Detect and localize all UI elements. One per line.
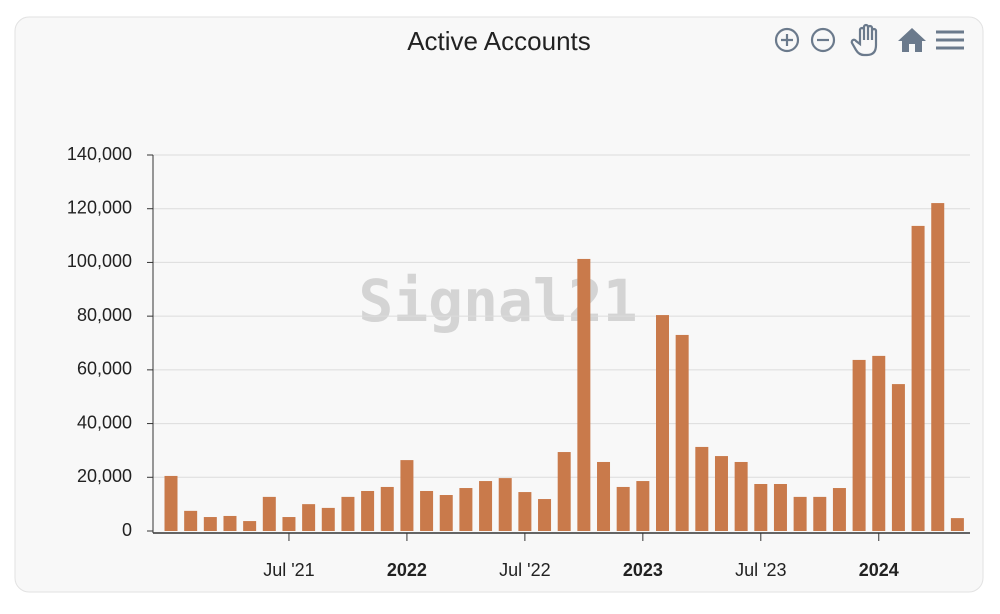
bar: [341, 496, 355, 531]
bar: [557, 452, 571, 531]
bar: [931, 203, 945, 531]
zoom-in[interactable]: [774, 27, 800, 53]
bar: [459, 488, 473, 531]
bar: [479, 481, 493, 531]
bar: [695, 446, 709, 531]
bar: [597, 461, 611, 531]
bar: [754, 484, 768, 531]
bar: [714, 456, 728, 531]
bar: [911, 225, 925, 531]
bar: [203, 517, 217, 531]
y-tick-label: 120,000: [67, 197, 132, 217]
bar: [262, 496, 276, 531]
bar: [302, 504, 316, 531]
bar: [498, 478, 512, 531]
bar: [361, 490, 375, 531]
y-tick-label: 40,000: [77, 412, 132, 432]
bar: [380, 486, 394, 531]
bar: [439, 495, 453, 531]
zoom-out[interactable]: [810, 27, 836, 53]
y-tick-label: 0: [122, 520, 132, 540]
menu[interactable]: [936, 30, 964, 50]
bar: [773, 484, 787, 531]
x-tick-label: 2023: [623, 560, 663, 580]
bar: [164, 475, 178, 531]
y-tick-label: 20,000: [77, 466, 132, 486]
bar: [321, 507, 335, 531]
chart-title: Active Accounts: [407, 26, 591, 56]
bar: [950, 518, 964, 531]
x-tick-label: 2024: [859, 560, 899, 580]
bar: [223, 515, 237, 531]
x-tick-label: Jul '23: [735, 560, 786, 580]
bar: [243, 521, 257, 531]
x-tick-label: Jul '22: [499, 560, 550, 580]
pan[interactable]: [850, 23, 878, 57]
bar: [518, 492, 532, 531]
home[interactable]: [898, 28, 926, 52]
bar: [538, 499, 552, 531]
y-tick-label: 100,000: [67, 251, 132, 271]
card: [14, 16, 984, 593]
watermark: Signal21: [358, 267, 637, 335]
bar: [872, 355, 886, 531]
toolbar[interactable]: [774, 23, 964, 57]
bar: [734, 461, 748, 531]
bar: [577, 258, 591, 531]
bar: [636, 481, 650, 531]
bar: [832, 488, 846, 531]
bar: [675, 334, 689, 531]
bar: [420, 490, 434, 531]
bar: [891, 384, 905, 531]
x-tick-label: Jul '21: [263, 560, 314, 580]
x-tick-label: 2022: [387, 560, 427, 580]
bar: [793, 496, 807, 531]
y-tick-label: 60,000: [77, 359, 132, 379]
bar: [852, 359, 866, 531]
bar: [184, 510, 198, 531]
bar: [400, 460, 414, 531]
bar: [282, 517, 296, 531]
y-tick-label: 140,000: [67, 144, 132, 164]
bar: [656, 315, 669, 531]
bar: [616, 486, 630, 531]
bar: [813, 496, 827, 531]
y-tick-label: 80,000: [77, 305, 132, 325]
